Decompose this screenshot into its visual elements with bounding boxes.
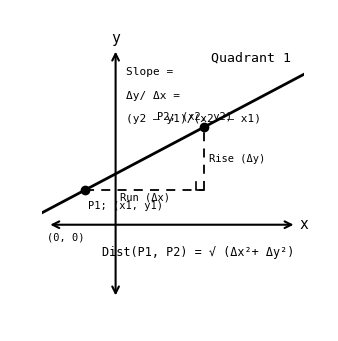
Text: x: x — [299, 217, 308, 232]
Text: Quadrant 1: Quadrant 1 — [211, 51, 291, 64]
Text: Dist(P1, P2) = √ (Δx²+ Δy²): Dist(P1, P2) = √ (Δx²+ Δy²) — [102, 246, 295, 259]
Text: Rise (Δy): Rise (Δy) — [209, 153, 266, 164]
Text: (y2 – y1)/(x2  – x1): (y2 – y1)/(x2 – x1) — [126, 115, 261, 124]
Text: Slope =: Slope = — [126, 67, 173, 77]
Text: y: y — [111, 31, 120, 46]
Text: (0, 0): (0, 0) — [47, 233, 85, 242]
Text: Run (Δx): Run (Δx) — [120, 193, 170, 203]
Text: Δy/ Δx =: Δy/ Δx = — [126, 91, 180, 101]
Text: P2; (x2, y2): P2; (x2, y2) — [157, 112, 232, 122]
Text: P1; (x1, y1): P1; (x1, y1) — [88, 201, 163, 210]
